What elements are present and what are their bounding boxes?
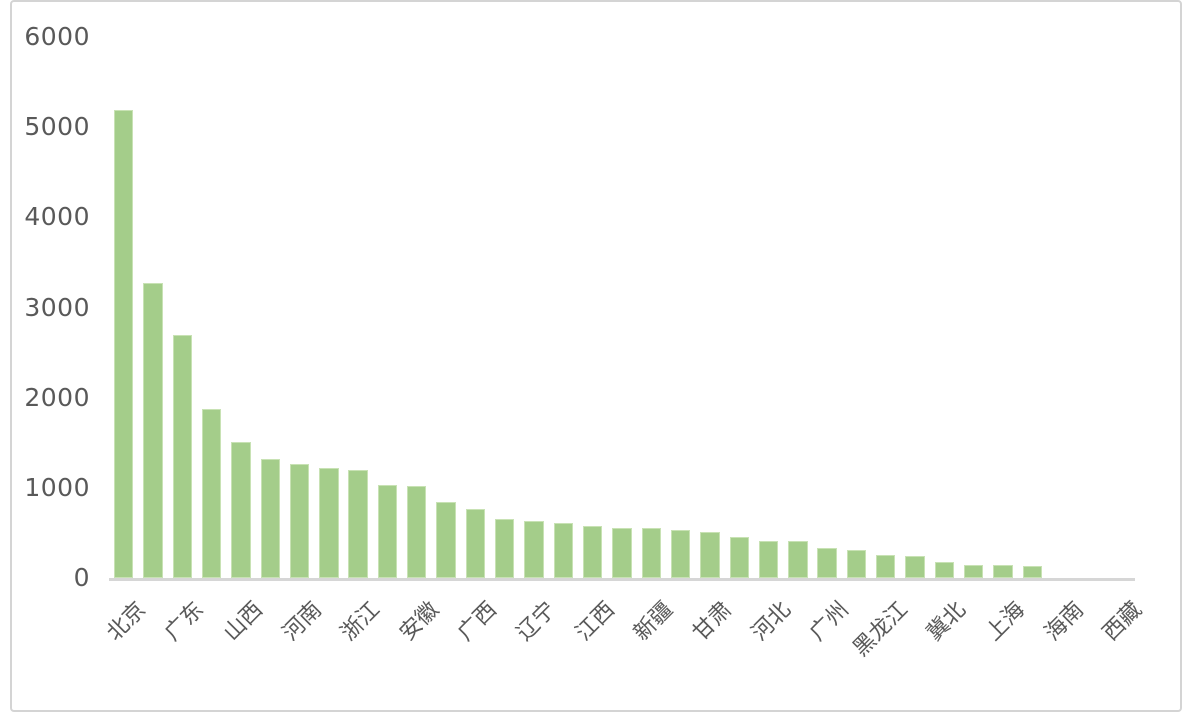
bar [641, 528, 661, 578]
bar-slot [519, 37, 548, 578]
bar-slot [373, 37, 402, 578]
bar [113, 110, 134, 578]
bar [289, 464, 310, 578]
bar-slot [930, 37, 959, 578]
bar [670, 529, 691, 578]
x-tick-label: 西藏 [1098, 597, 1148, 647]
bar-slot [461, 37, 490, 578]
bar [465, 508, 486, 578]
bar-slot [607, 37, 636, 578]
bar-slot [666, 37, 695, 578]
bar [172, 334, 192, 578]
bar [876, 555, 896, 578]
bar [582, 526, 603, 578]
bar [436, 502, 456, 578]
bar-slot [226, 37, 255, 578]
bar-slot [431, 37, 460, 578]
x-tick-label: 山西 [219, 597, 268, 647]
bar-slot [578, 37, 607, 578]
bar-slot [783, 37, 812, 578]
bar-slot [842, 37, 871, 578]
y-axis: 0 1000 2000 3000 4000 5000 6000 [0, 22, 90, 592]
x-tick-label: 辽宁 [512, 597, 561, 647]
bar [817, 548, 837, 578]
y-tick-label: 2000 [24, 382, 90, 412]
x-tick-label: 海南 [1039, 597, 1089, 647]
bar-slot [988, 37, 1017, 578]
bar-slot [1018, 37, 1047, 578]
bar [143, 283, 163, 578]
bar-slot [1076, 37, 1105, 578]
bar [348, 469, 368, 578]
bar [231, 441, 251, 578]
bar [700, 532, 720, 578]
bar-slot [109, 37, 138, 578]
x-axis-line [109, 578, 1135, 581]
bar [758, 540, 779, 578]
bar [905, 555, 925, 578]
bar-slot [197, 37, 226, 578]
bar [612, 527, 632, 578]
bar [553, 523, 574, 578]
x-tick-label: 浙江 [336, 597, 386, 647]
bar [407, 485, 427, 578]
x-tick-label: 安徽 [394, 597, 444, 647]
x-tick-label: 广西 [453, 597, 503, 647]
bar-slot [900, 37, 929, 578]
bar [495, 519, 515, 578]
x-tick-label: 广州 [805, 597, 855, 647]
x-tick-label: 甘肃 [688, 597, 737, 647]
x-tick-label: 广东 [160, 597, 210, 647]
y-tick-label: 1000 [24, 472, 90, 502]
bar [524, 521, 544, 578]
bar [377, 485, 398, 578]
x-tick-label: 新疆 [629, 597, 679, 647]
bar-slot [314, 37, 343, 578]
bar-slot [256, 37, 285, 578]
bar [260, 458, 280, 578]
bar [201, 408, 222, 578]
bar [729, 536, 749, 578]
bar-slot [637, 37, 666, 578]
bar-slot [695, 37, 724, 578]
x-tick-label: 上海 [981, 597, 1031, 647]
x-tick-label: 河北 [746, 597, 796, 647]
bar-slot [138, 37, 167, 578]
bar-slot [285, 37, 314, 578]
bar [1022, 565, 1043, 578]
y-tick-label: 5000 [24, 112, 90, 142]
bar [934, 561, 955, 578]
y-tick-label: 3000 [24, 292, 90, 322]
y-tick-label: 4000 [24, 202, 90, 232]
bar [788, 541, 808, 578]
bar [993, 565, 1013, 578]
bar-slot [813, 37, 842, 578]
bar-slot [549, 37, 578, 578]
x-tick-label: 黑龙江 [848, 597, 913, 662]
plot-area [109, 37, 1135, 578]
bar-slot [871, 37, 900, 578]
x-tick-label: 冀北 [922, 597, 972, 647]
x-tick-label: 河南 [277, 597, 327, 647]
bar-slot [402, 37, 431, 578]
y-tick-label: 0 [73, 562, 90, 592]
bar-slot [344, 37, 373, 578]
bar-slot [490, 37, 519, 578]
bar [964, 564, 984, 578]
bar-slot [1106, 37, 1135, 578]
bar-slot [168, 37, 197, 578]
bar [319, 468, 339, 578]
bar-slot [754, 37, 783, 578]
x-tick-label: 江西 [570, 597, 620, 647]
x-tick-label: 北京 [101, 597, 151, 647]
bar-slot [1047, 37, 1076, 578]
bar-slot [725, 37, 754, 578]
bar-slot [959, 37, 988, 578]
y-tick-label: 6000 [24, 21, 90, 51]
bar [846, 550, 867, 578]
